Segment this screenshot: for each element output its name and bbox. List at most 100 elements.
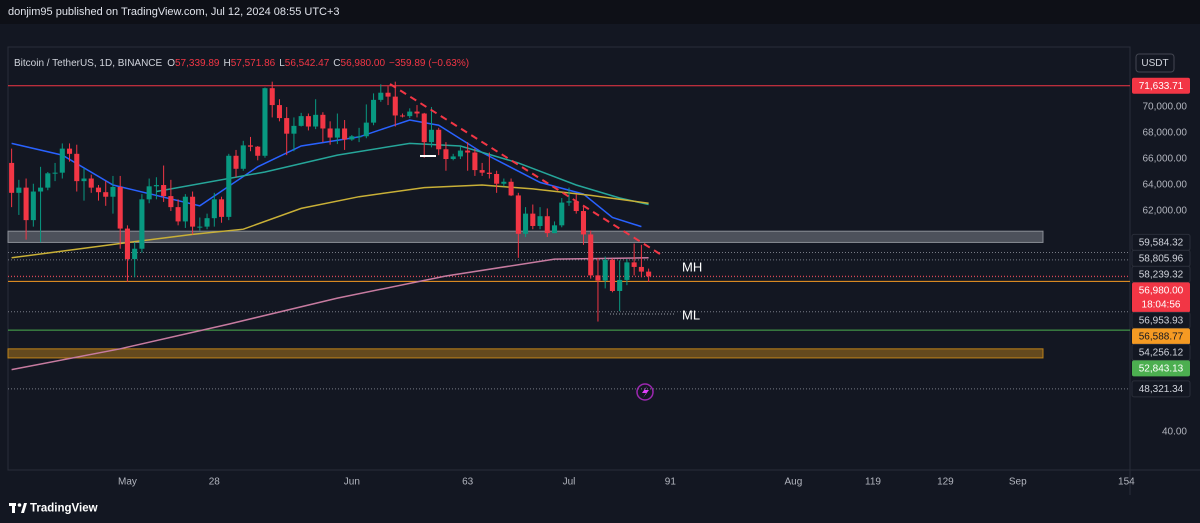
candle-body: [465, 150, 471, 153]
x-tick-label: 119: [865, 477, 881, 488]
candle-body: [291, 125, 297, 134]
candle-body: [59, 148, 65, 173]
x-tick-label: 63: [462, 477, 474, 488]
candle-body: [385, 92, 391, 97]
y-tick-label: 40.00: [1162, 427, 1187, 438]
candle-body: [523, 213, 529, 234]
candle-body: [298, 116, 304, 126]
candle-body: [349, 136, 355, 140]
candle-body: [175, 207, 181, 222]
candle-body: [204, 218, 210, 227]
ohlc-key: O: [167, 58, 175, 69]
candle-body: [530, 213, 536, 226]
candle-body: [559, 202, 565, 226]
ohlc-key: C: [333, 58, 340, 69]
candle-body: [269, 88, 275, 106]
candle-body: [544, 216, 550, 234]
price-label: 54,256.12: [1139, 348, 1184, 359]
candle-body: [52, 172, 58, 174]
candle-body: [132, 248, 138, 260]
currency: USDT: [1141, 58, 1168, 69]
candle-body: [190, 196, 196, 227]
candle-body: [262, 88, 268, 156]
candle-body: [74, 153, 80, 182]
brand: TradingView: [30, 503, 98, 515]
moving-average: [11, 119, 642, 228]
currency-box[interactable]: [1135, 53, 1175, 73]
candle-body: [313, 114, 319, 127]
candle-body: [378, 92, 384, 100]
candle-body: [124, 228, 130, 260]
x-tick-label: 154: [1118, 477, 1135, 488]
x-tick-label: 91: [665, 477, 677, 488]
candle-body: [327, 128, 333, 138]
candle-body: [226, 155, 232, 217]
candle-body: [110, 186, 116, 197]
candle-body: [595, 275, 601, 281]
candle-body: [146, 186, 152, 200]
candle-body: [342, 128, 348, 140]
candle-body: [631, 262, 637, 267]
candle-body: [363, 122, 369, 137]
candle-body: [356, 136, 362, 138]
ohlc-value: 57,339.89: [175, 58, 220, 69]
y-tick-label: 68,000.00: [1143, 128, 1188, 139]
candle-body: [457, 150, 463, 157]
price-label: 56,980.00: [1139, 286, 1184, 297]
candle-body: [508, 181, 514, 196]
candle-body: [494, 173, 500, 184]
symbol: Bitcoin / TetherUS, 1D, BINANCE: [14, 58, 163, 69]
price-label: 58,239.32: [1139, 270, 1184, 281]
candle-body: [414, 111, 420, 114]
trend-line: [389, 83, 661, 255]
x-tick-label: 129: [937, 477, 954, 488]
y-tick-label: 62,000.00: [1143, 206, 1188, 217]
price-label: 59,584.32: [1139, 238, 1184, 249]
candle-body: [334, 128, 340, 138]
ohlc-key: H: [223, 58, 230, 69]
candle-body: [211, 199, 217, 219]
ohlc-key: L: [279, 58, 285, 69]
candle-body: [103, 192, 109, 197]
moving-average: [156, 142, 649, 206]
candle-body: [95, 187, 102, 193]
candle-body: [240, 145, 246, 169]
event-icon[interactable]: [636, 383, 654, 401]
candle-body: [573, 201, 579, 212]
price-label: 48,321.34: [1139, 384, 1184, 395]
candle-body: [16, 187, 22, 193]
price-label: 56,953.93: [1139, 316, 1184, 327]
candle-body: [407, 111, 413, 117]
x-tick-label: 28: [209, 477, 221, 488]
countdown: 18:04:56: [1142, 300, 1181, 311]
candle-body: [443, 149, 449, 160]
x-tick-label: Sep: [1009, 477, 1027, 488]
candle-body: [197, 226, 203, 228]
price-label-box: [1132, 282, 1190, 313]
candle-body: [139, 199, 145, 249]
y-tick-label: 66,000.00: [1143, 154, 1188, 165]
price-label-box: [1132, 360, 1190, 377]
change: −359.89 (−0.63%): [389, 58, 469, 69]
candle-body: [161, 185, 167, 197]
candle-body: [450, 156, 456, 160]
x-tick-label: May: [118, 477, 137, 488]
ohlc-value: 56,542.47: [285, 58, 330, 69]
candle-body: [38, 187, 44, 192]
candle-body: [537, 216, 543, 226]
price-label-box: [1132, 77, 1190, 94]
x-tick-label: Jul: [563, 477, 576, 488]
candle-body: [580, 211, 587, 235]
moving-average: [11, 257, 649, 371]
candle-body: [45, 173, 51, 188]
candle-body: [23, 187, 29, 221]
candle-body: [81, 178, 87, 182]
candle-body: [428, 129, 434, 143]
candle-body: [392, 96, 398, 116]
candle-body: [566, 201, 572, 203]
annotation-mh: MH: [682, 259, 702, 274]
candle-body: [153, 185, 159, 187]
candle-body: [284, 118, 290, 134]
candle-body: [399, 115, 406, 117]
